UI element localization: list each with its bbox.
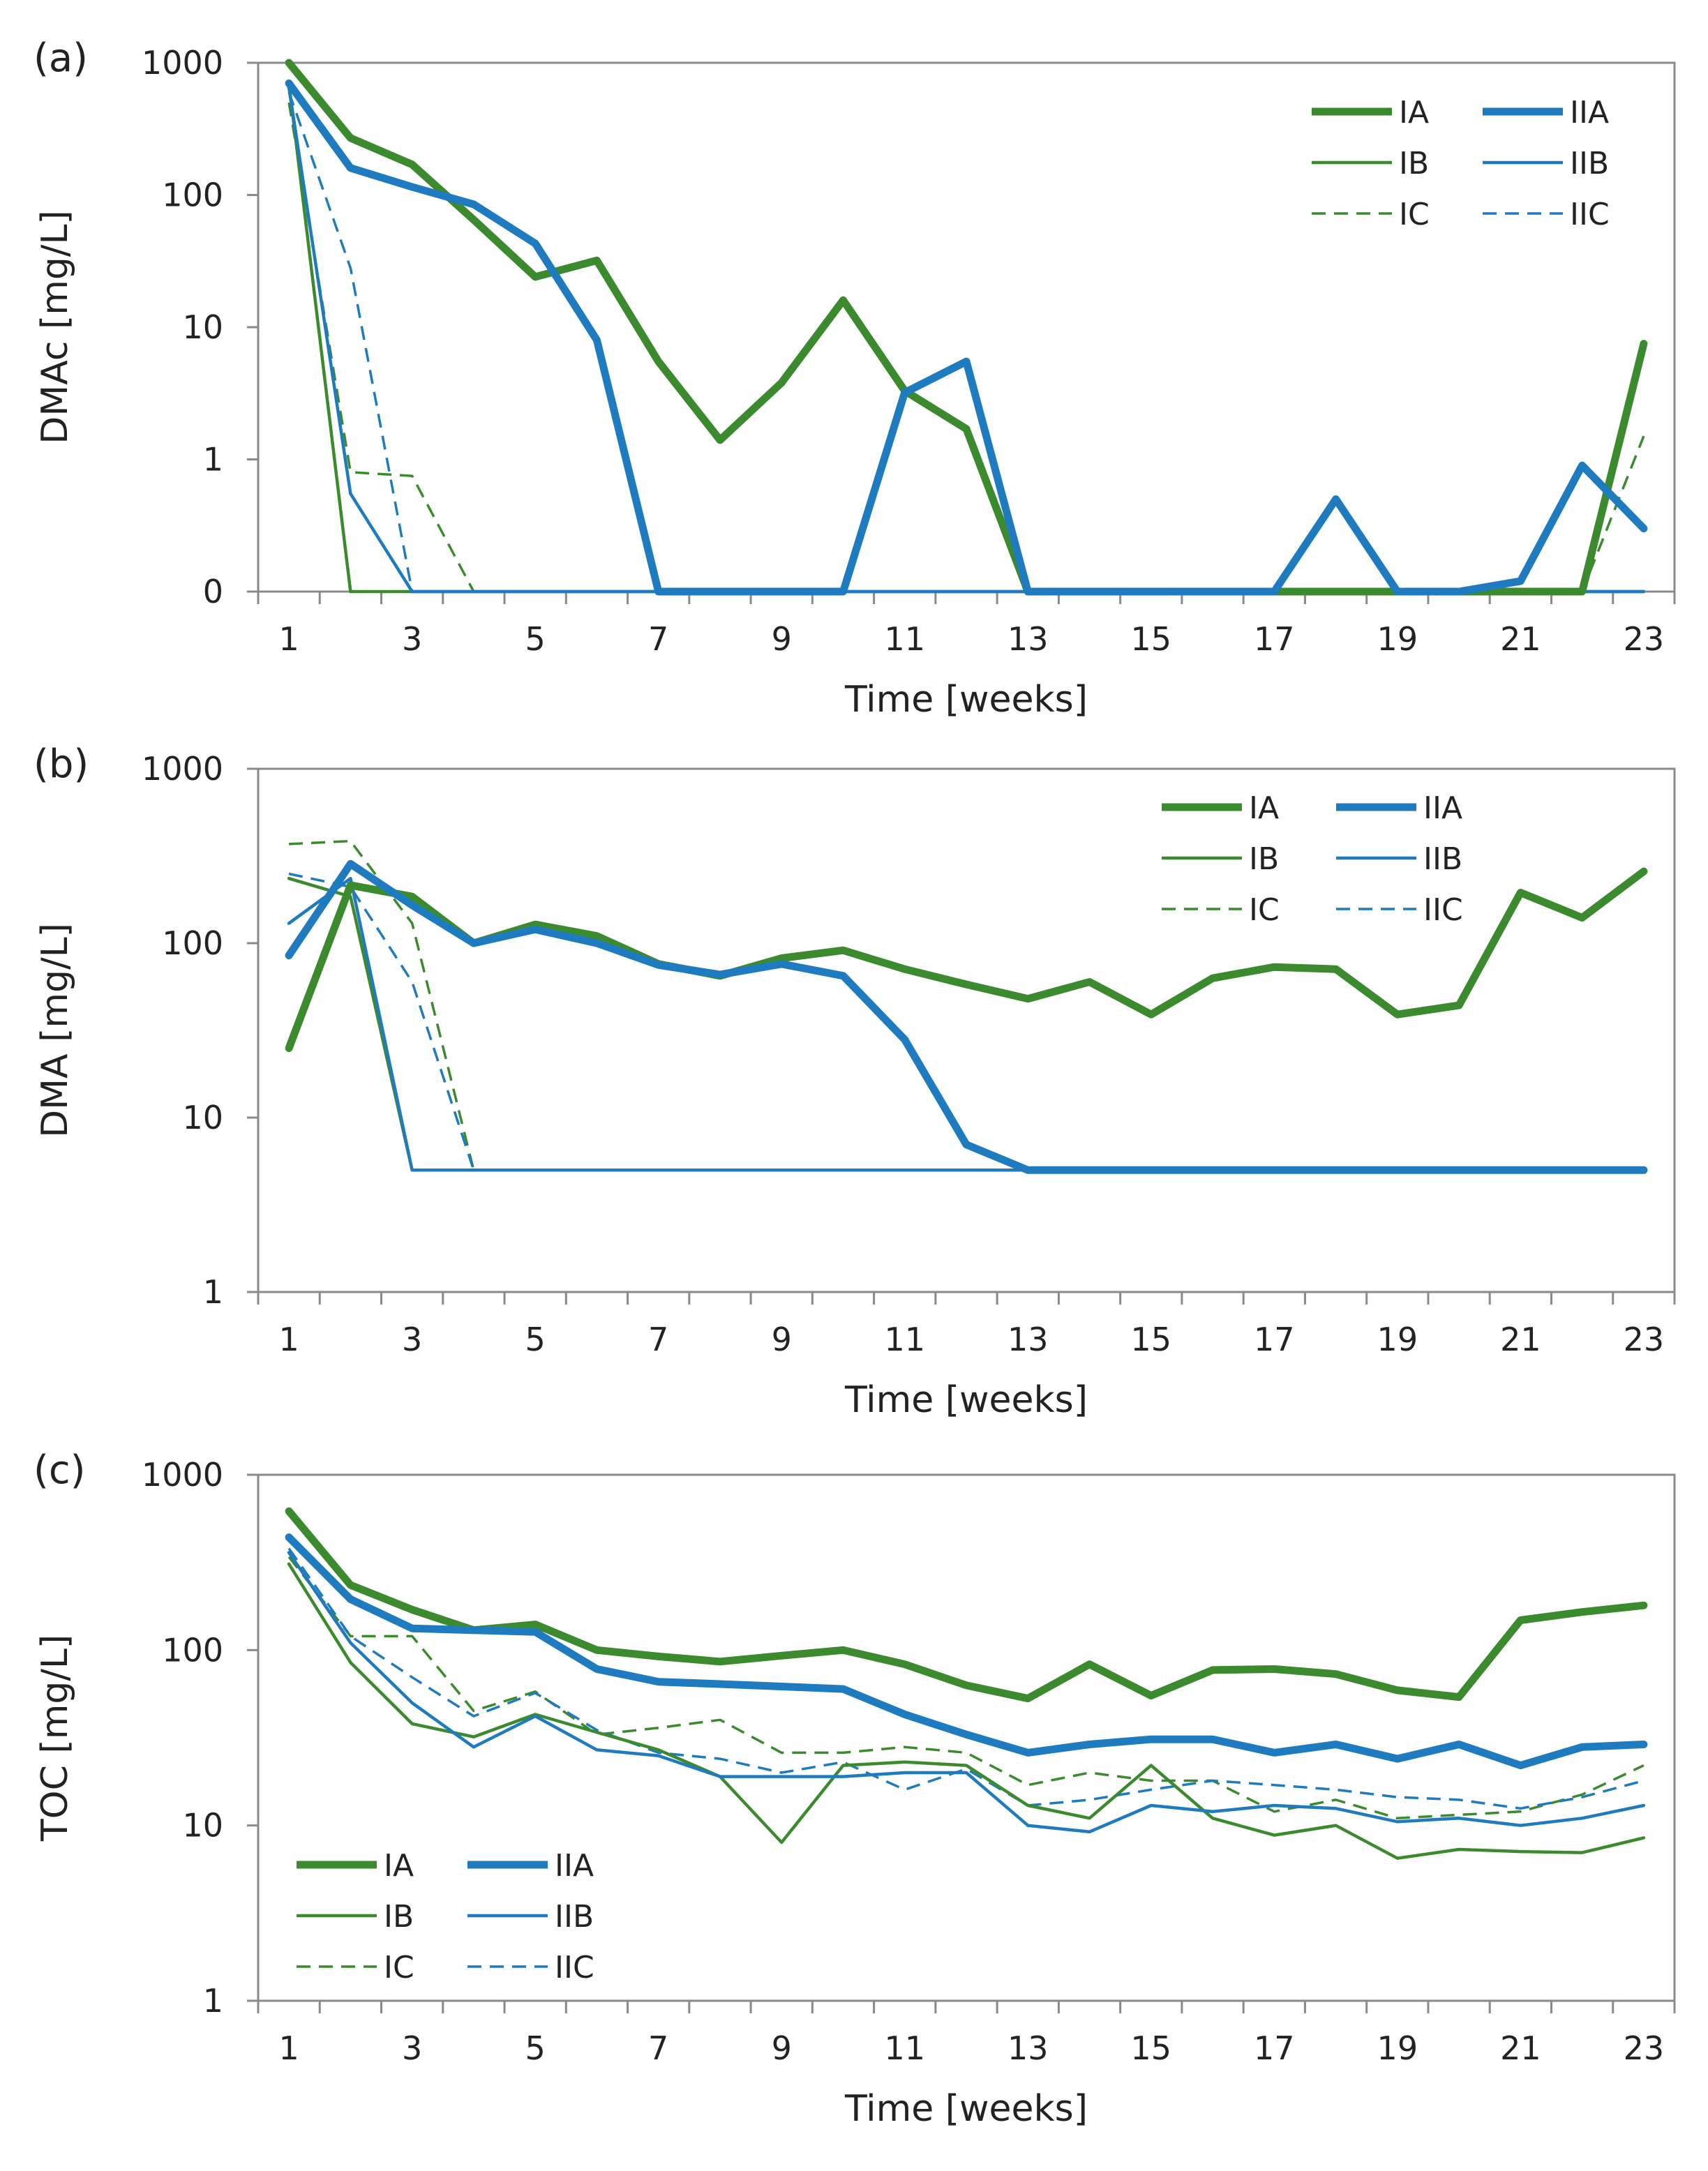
x-axis-title: Time [weeks] [844, 1379, 1088, 1421]
legend-label-IC: IC [1249, 892, 1280, 928]
x-tick-label: 3 [402, 2029, 422, 2067]
series-line-IIC [287, 91, 1644, 593]
y-tick-label: 1000 [142, 1456, 223, 1494]
y-tick-label: 1 [203, 1273, 223, 1311]
y-tick-label: 10 [182, 1099, 223, 1136]
x-tick-label: 1 [278, 2029, 299, 2067]
x-tick-label: 11 [884, 2029, 925, 2067]
series-line-IIC [287, 1547, 1645, 1810]
plot-frame [257, 767, 1676, 1293]
x-tick-label: 5 [525, 2029, 546, 2067]
x-axis-title: Time [weeks] [844, 2088, 1088, 2130]
x-tick-label: 13 [1007, 1321, 1049, 1358]
series-line-IIA [285, 1533, 1648, 1770]
legend-label-IIC: IIC [555, 1950, 594, 1985]
y-tick-label: 10 [182, 308, 223, 346]
series-line-IA [285, 1507, 1648, 1703]
series-line-IA [285, 59, 1648, 596]
panel-label: (b) [33, 742, 89, 787]
plot-frame [257, 61, 1676, 593]
legend-label-IB: IB [384, 1899, 414, 1935]
y-tick-label: 1 [203, 1982, 223, 2020]
x-tick-label: 21 [1500, 2029, 1541, 2067]
y-axis-title: DMA [mg/L] [34, 923, 76, 1138]
x-tick-label: 9 [772, 620, 792, 658]
x-tick-label: 19 [1377, 2029, 1418, 2067]
y-axis-title: DMAc [mg/L] [34, 210, 76, 444]
x-tick-label: 1 [278, 620, 299, 658]
x-tick-label: 23 [1624, 1321, 1665, 1358]
x-tick-label: 19 [1377, 1321, 1418, 1358]
y-tick-label: 100 [162, 176, 223, 214]
legend-label-IIC: IIC [1423, 892, 1463, 928]
series-line-IIB [287, 1551, 1646, 1834]
y-tick-label: 100 [162, 1631, 223, 1669]
x-tick-label: 7 [648, 1321, 668, 1358]
x-tick-label: 3 [402, 1321, 422, 1358]
x-tick-label: 19 [1377, 620, 1418, 658]
legend-label-IC: IC [384, 1950, 414, 1985]
y-axis-title: TOC [mg/L] [34, 1635, 76, 1842]
series-line-IIA [285, 859, 1648, 1174]
legend: IA IIA IB IIB IC IIC [1162, 790, 1463, 928]
x-tick-label: 5 [525, 1321, 546, 1358]
y-tick-label: 1 [203, 441, 223, 479]
panel-label: (a) [33, 36, 88, 81]
legend-label-IC: IC [1399, 197, 1430, 232]
legend-label-IB: IB [1399, 146, 1429, 181]
legend-label-IIA: IIA [1423, 790, 1462, 826]
x-tick-label: 17 [1254, 620, 1295, 658]
series-line-IC [287, 1556, 1645, 1820]
legend-label-IIA: IIA [1570, 95, 1609, 130]
legend-label-IA: IA [1249, 790, 1279, 826]
x-tick-label: 23 [1624, 2029, 1665, 2067]
x-tick-label: 21 [1500, 1321, 1541, 1358]
legend-label-IA: IA [384, 1848, 414, 1884]
x-tick-label: 15 [1131, 620, 1172, 658]
x-tick-label: 1 [278, 1321, 299, 1358]
x-tick-label: 15 [1131, 2029, 1172, 2067]
x-tick-label: 9 [772, 2029, 792, 2067]
legend-label-IIB: IIB [1423, 841, 1462, 877]
x-tick-label: 17 [1254, 2029, 1295, 2067]
plot-frame [257, 1473, 1676, 2002]
series-line-IC [287, 102, 1645, 593]
x-tick-label: 5 [525, 620, 546, 658]
series-line-IIB [287, 86, 1646, 594]
x-tick-label: 11 [884, 620, 925, 658]
legend-label-IIA: IIA [555, 1848, 594, 1884]
x-tick-label: 7 [648, 2029, 668, 2067]
x-tick-label: 9 [772, 1321, 792, 1358]
legend-label-IA: IA [1399, 95, 1429, 130]
legend: IA IIA IB IIB IC IIC [297, 1848, 594, 1985]
x-tick-label: 11 [884, 1321, 925, 1358]
x-tick-label: 21 [1500, 620, 1541, 658]
legend-label-IIB: IIB [555, 1899, 594, 1935]
panel-label: (c) [33, 1448, 85, 1493]
y-tick-label: 100 [162, 924, 223, 962]
series-line-IIA [285, 79, 1648, 596]
series-line-IB [287, 1562, 1646, 1860]
legend-label-IIC: IIC [1570, 197, 1610, 232]
legend: IA IIA IB IIB IC IIC [1312, 95, 1610, 232]
y-tick-label: 0 [203, 573, 223, 610]
legend-label-IIB: IIB [1570, 146, 1609, 181]
x-tick-label: 23 [1624, 620, 1665, 658]
y-tick-label: 1000 [142, 44, 223, 82]
series-line-IB [287, 82, 1646, 594]
x-tick-label: 13 [1007, 620, 1049, 658]
x-tick-label: 13 [1007, 2029, 1049, 2067]
y-tick-label: 10 [182, 1807, 223, 1845]
x-tick-label: 15 [1131, 1321, 1172, 1358]
x-tick-label: 17 [1254, 1321, 1295, 1358]
legend-label-IB: IB [1249, 841, 1279, 877]
x-axis-title: Time [weeks] [844, 679, 1088, 721]
x-tick-label: 7 [648, 620, 668, 658]
y-tick-label: 1000 [142, 750, 223, 788]
x-tick-label: 3 [402, 620, 422, 658]
